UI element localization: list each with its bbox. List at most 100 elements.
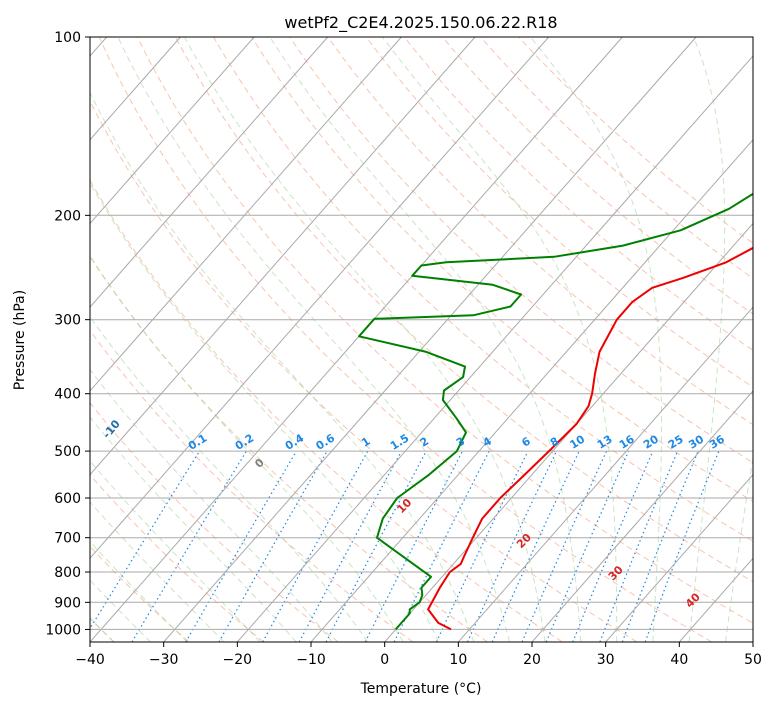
- y-tick-label: 800: [54, 565, 81, 581]
- mixing-ratio-label: 10: [567, 432, 587, 451]
- y-tick-label: 900: [54, 595, 81, 611]
- moist-adiabat-line: [90, 182, 439, 642]
- y-axis-ticks: 100 200 300 400 500 600 700 800 900 1000: [45, 30, 90, 638]
- isotherm-line: [163, 37, 697, 642]
- moist-adiabat-line: [90, 540, 188, 642]
- mixing-ratio-label: 13: [595, 433, 615, 452]
- isotherm-line: [90, 37, 623, 642]
- y-tick-label: 400: [54, 387, 81, 403]
- moist-adiabat-label: 20: [514, 531, 534, 551]
- mixing-ratio-line: [572, 450, 654, 642]
- moist-adiabat-line: [90, 255, 404, 642]
- x-tick-label: 50: [744, 652, 762, 668]
- mixing-ratio-line: [466, 450, 558, 642]
- x-tick-label: −20: [223, 652, 253, 668]
- moist-adiabat-label: 40: [683, 590, 703, 610]
- moist-adiabat-label: 30: [606, 563, 626, 583]
- y-tick-label: 700: [54, 531, 81, 547]
- isotherm-line: [236, 55, 753, 642]
- dry-adiabat-line: [442, 37, 753, 315]
- dry-adiabat-line: [327, 37, 753, 426]
- isotherm-line: [605, 473, 753, 642]
- moist-adiabat-line: [90, 91, 475, 642]
- x-tick-label: 40: [670, 652, 688, 668]
- y-tick-label: 200: [54, 208, 81, 224]
- dry-adiabat-line: [90, 179, 563, 642]
- mixing-ratio-label: 2: [418, 435, 431, 450]
- dry-adiabat-line: [251, 37, 753, 503]
- mixing-ratio-line: [218, 450, 328, 642]
- dry-adiabat-line: [136, 37, 753, 624]
- y-tick-label: 1000: [45, 622, 81, 638]
- dry-adiabat-line: [403, 37, 753, 351]
- dry-adiabat-line: [90, 99, 638, 642]
- moist-adiabat-line: [90, 368, 333, 642]
- mixing-ratio-line: [521, 450, 608, 642]
- mixing-ratio-label: 36: [707, 432, 727, 451]
- mixing-ratio-label: 6: [519, 434, 533, 449]
- x-tick-label: −30: [149, 652, 179, 668]
- mixing-ratio-label: 16: [617, 432, 637, 451]
- isotherm-line: [90, 37, 329, 308]
- temperature-profile-line: [427, 246, 753, 631]
- mixing-ratio-line: [262, 450, 369, 642]
- sounding-profiles: [358, 192, 753, 631]
- x-tick-label: 20: [523, 652, 541, 668]
- mixing-ratio-label: 0.2: [233, 431, 256, 452]
- chart-title: wetPf2_C2E4.2025.150.06.22.R18: [284, 13, 557, 33]
- isotherm-line: [90, 37, 476, 476]
- mixing-ratio-line: [545, 450, 630, 642]
- mixing-ratio-line: [90, 450, 201, 630]
- isotherm-line: [90, 37, 181, 141]
- y-tick-label: 100: [54, 30, 81, 46]
- moist-adiabat-line: [184, 37, 546, 642]
- dry-adiabat-line: [98, 37, 712, 642]
- mixing-ratio-label: 1: [359, 435, 372, 450]
- moist-adiabat-line: [269, 37, 582, 642]
- dry-adiabat-line: [90, 329, 414, 642]
- moist-adiabat-line: [90, 501, 225, 642]
- moist-adiabat-line: [688, 37, 726, 642]
- x-tick-label: 30: [597, 652, 615, 668]
- x-tick-label: −10: [296, 652, 326, 668]
- moist-adiabat-line: [90, 460, 261, 642]
- mixing-ratio-line: [599, 450, 679, 642]
- mixing-ratio-line: [491, 450, 580, 642]
- y-tick-label: 500: [54, 444, 81, 460]
- mixing-ratio-label: 30: [686, 432, 706, 451]
- isotherm-line: [457, 306, 753, 642]
- moist-adiabat-line: [90, 416, 297, 642]
- dry-adiabat-line: [213, 37, 753, 542]
- mixing-ratio-line: [185, 450, 297, 642]
- mixing-ratio-label: 0.6: [314, 431, 338, 453]
- mixing-ratio-label: 1.5: [388, 431, 411, 452]
- dry-adiabat-line: [90, 545, 190, 642]
- x-tick-label: 0: [380, 652, 389, 668]
- moist-adiabat-line: [90, 315, 369, 642]
- isotherm-line: [310, 138, 753, 642]
- mixing-ratio-label: 20: [641, 432, 661, 451]
- dry-adiabat-line: [480, 37, 753, 280]
- x-tick-label: 10: [449, 652, 467, 668]
- background-lines: [90, 37, 753, 642]
- plot-frame: [89, 36, 754, 643]
- y-tick-label: 600: [54, 491, 81, 507]
- y-tick-label: 300: [54, 313, 81, 329]
- y-axis-label: Pressure (hPa): [12, 290, 28, 390]
- x-axis-label: Temperature (°C): [360, 681, 482, 697]
- moist-adiabat-line: [117, 37, 510, 642]
- mixing-ratio-line: [131, 450, 247, 642]
- isotherm-line: [531, 390, 753, 642]
- mixing-ratio-label: 3: [454, 435, 467, 450]
- isotherm-line: [90, 37, 402, 392]
- dewpoint-profile-line: [358, 192, 753, 631]
- isotherm-line: [90, 37, 255, 225]
- mixing-ratio-label: 0.4: [283, 431, 307, 453]
- dry-adiabat-line: [90, 402, 339, 642]
- dry-adiabat-label: -10: [100, 417, 123, 441]
- dry-adiabat-line: [90, 474, 264, 642]
- x-axis-ticks: −40 −30 −20 −10 0 10 20 30 40 50: [75, 642, 762, 668]
- moist-adiabat-line: [530, 37, 662, 642]
- moist-adiabat-line: [725, 454, 753, 642]
